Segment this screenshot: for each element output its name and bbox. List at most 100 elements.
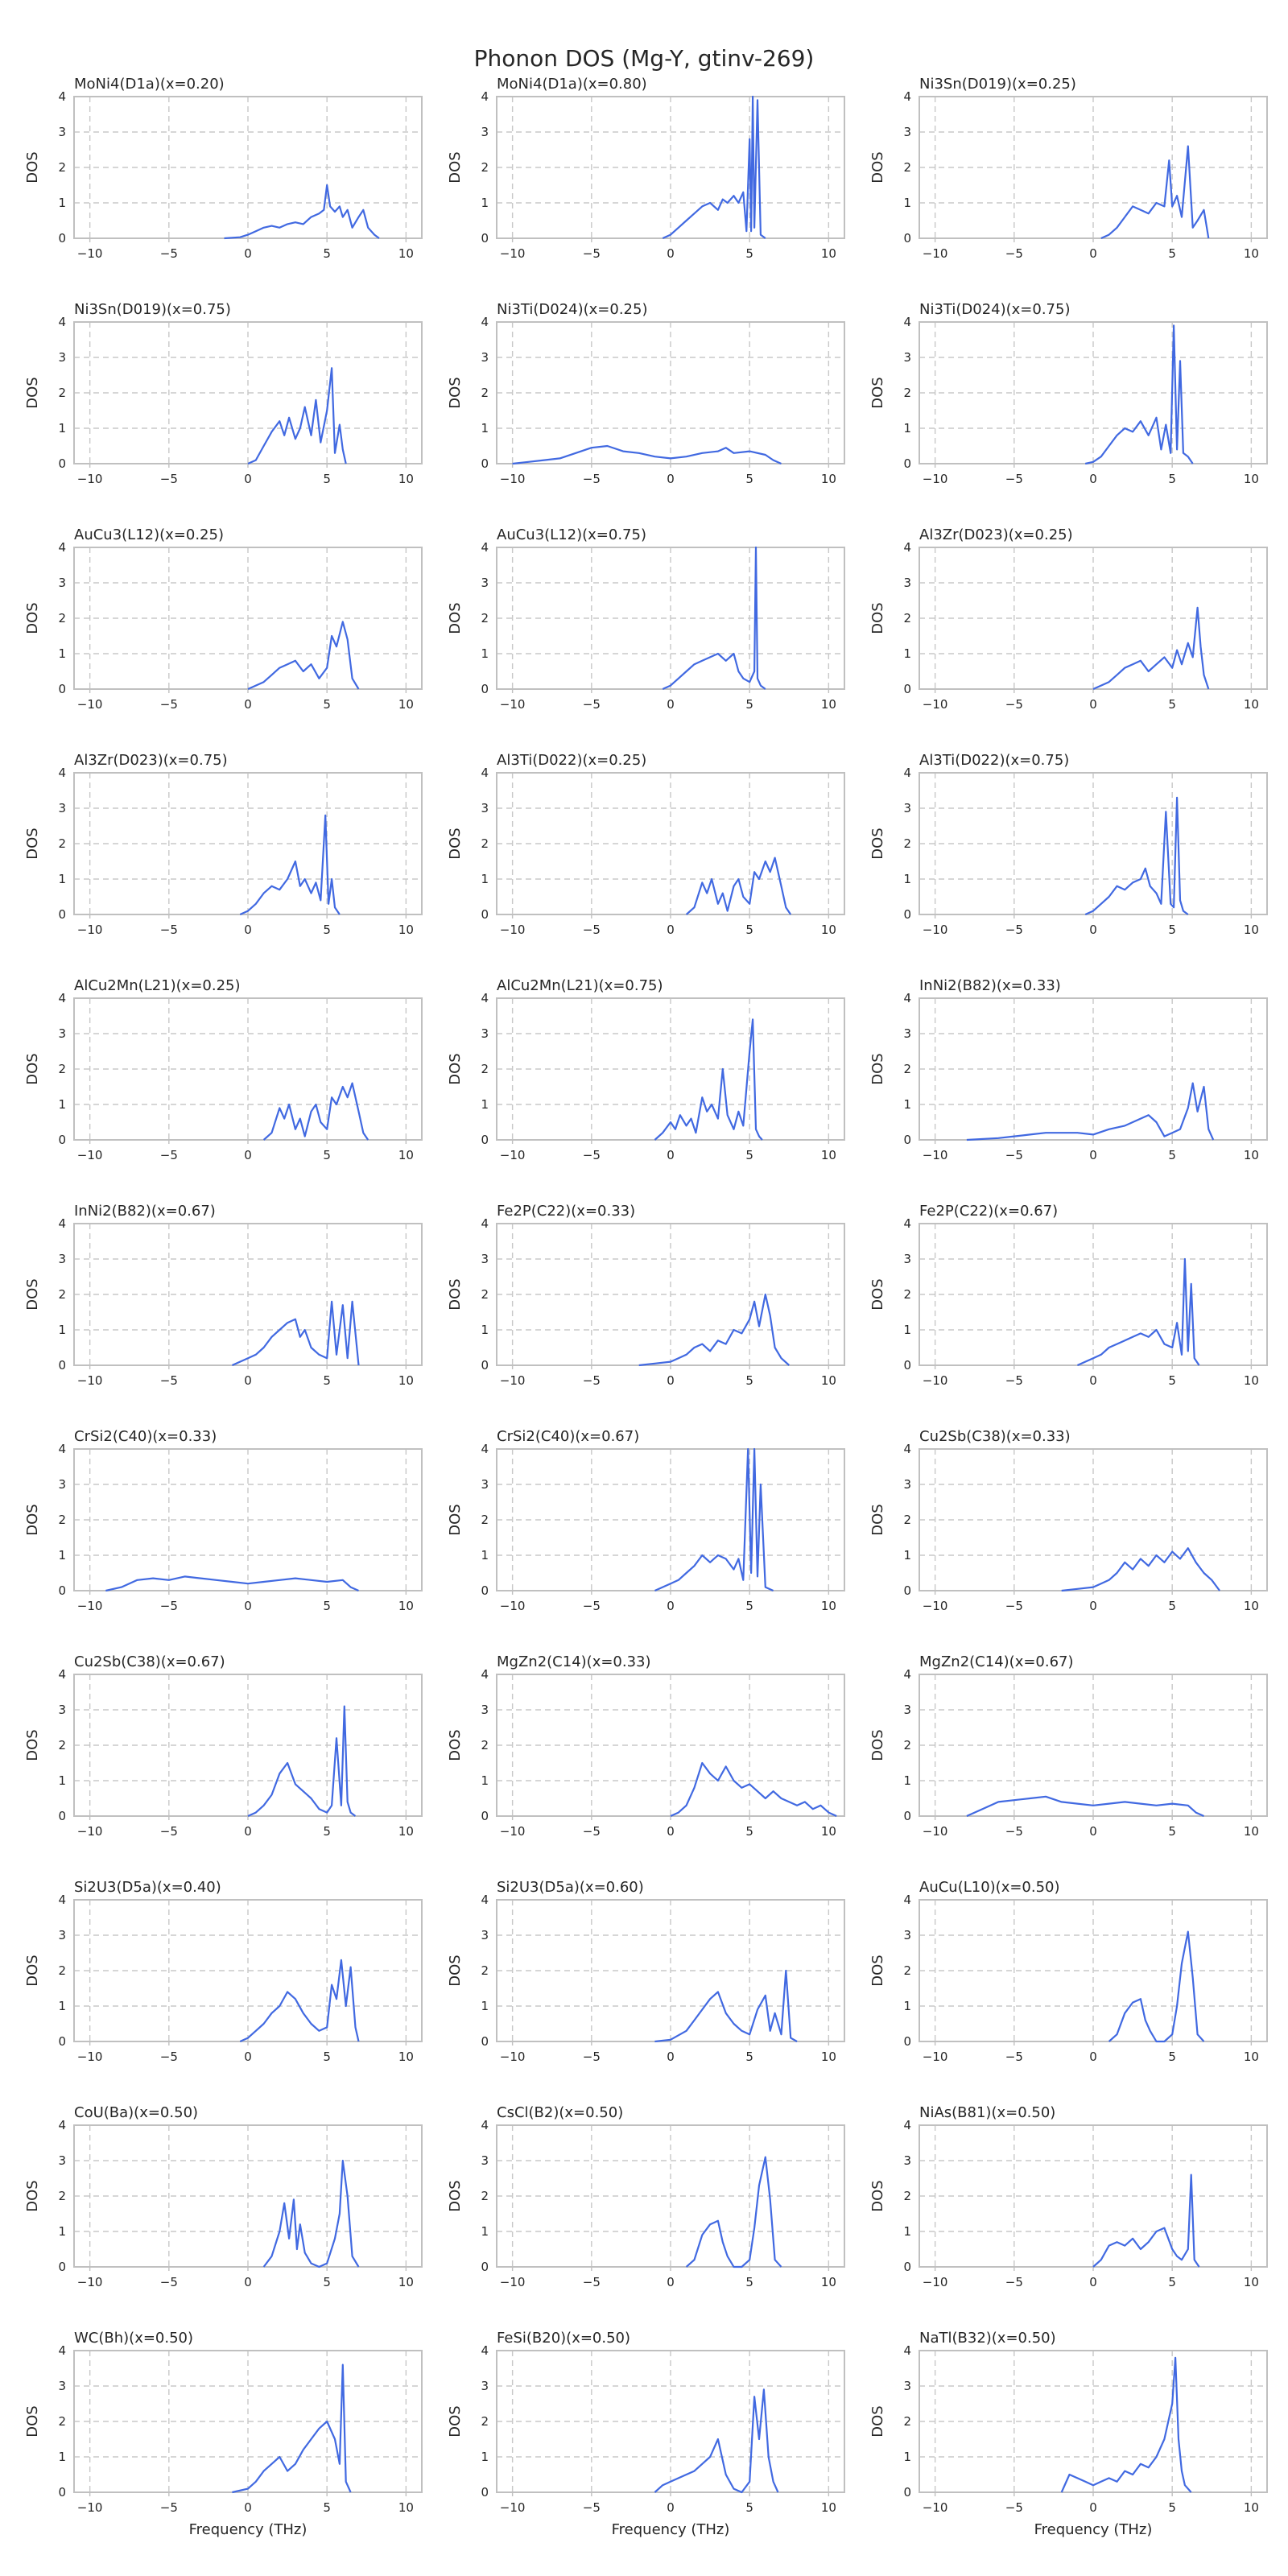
x-tick-label: −10 (500, 2050, 526, 2064)
y-tick-label: 4 (903, 1667, 911, 1682)
x-tick-label: 0 (667, 1824, 675, 1839)
x-tick-label: 5 (323, 246, 331, 261)
x-tick-label: −10 (923, 923, 948, 937)
y-tick-label: 2 (481, 2189, 489, 2203)
y-tick-label: 3 (481, 1928, 489, 1942)
x-tick-label: −10 (500, 923, 526, 937)
y-tick-label: 4 (58, 766, 66, 780)
subplot-title: AuCu(L10)(x=0.50) (919, 1879, 1060, 1896)
y-tick-label: 2 (903, 386, 911, 400)
y-tick-label: 2 (481, 1963, 489, 1978)
subplot: −10 −5 0 5 10 0 1 2 3 4 NiAs(B81)(x=0.50) DOS (869, 2104, 1268, 2289)
x-tick-label: 10 (1244, 1824, 1259, 1839)
x-tick-label: −10 (77, 246, 103, 261)
y-tick-label: 1 (903, 1323, 911, 1337)
x-tick-label: 5 (1168, 2275, 1176, 2289)
y-axis-label: DOS (447, 2405, 464, 2437)
y-tick-label: 0 (903, 2260, 911, 2274)
x-tick-label: −5 (160, 923, 178, 937)
y-tick-label: 0 (58, 682, 66, 696)
y-tick-label: 1 (481, 196, 489, 210)
y-tick-label: 0 (903, 1583, 911, 1598)
y-tick-label: 3 (481, 576, 489, 590)
x-tick-label: −5 (160, 1824, 178, 1839)
x-tick-label: 10 (398, 246, 414, 261)
subplot: −10 −5 0 5 10 0 1 2 3 4 AlCu2Mn(L21)(x=0.75) DOS (447, 977, 845, 1162)
x-tick-label: −5 (1005, 1599, 1023, 1613)
y-tick-label: 1 (903, 196, 911, 210)
y-tick-label: 4 (481, 315, 489, 329)
y-tick-label: 2 (58, 1513, 66, 1527)
y-tick-label: 1 (903, 646, 911, 661)
y-tick-label: 1 (481, 1548, 489, 1563)
x-tick-label: −5 (160, 1599, 178, 1613)
x-tick-label: 10 (1244, 2500, 1259, 2515)
subplot-title: Cu2Sb(C38)(x=0.33) (919, 1428, 1071, 1445)
y-tick-label: 3 (903, 125, 911, 139)
y-axis-label: DOS (869, 151, 886, 183)
subplot-title: AlCu2Mn(L21)(x=0.75) (497, 977, 663, 994)
y-tick-label: 0 (903, 907, 911, 922)
dos-series-line (662, 95, 766, 240)
x-tick-label: 10 (821, 2050, 836, 2064)
y-axis-label: DOS (869, 1729, 886, 1761)
y-tick-label: 0 (903, 1358, 911, 1373)
subplot: −10 −5 0 5 10 0 1 2 3 4 Fe2P(C22)(x=0.67) DOS (869, 1203, 1268, 1388)
x-tick-label: −5 (160, 2050, 178, 2064)
x-tick-label: 5 (1168, 2050, 1176, 2064)
x-tick-label: −5 (583, 2500, 601, 2515)
x-tick-label: 5 (323, 923, 331, 937)
x-tick-label: 10 (821, 1824, 836, 1839)
y-axis-label: DOS (24, 2180, 41, 2211)
subplot: −10 −5 0 5 10 0 1 2 3 4 Ni3Sn(D019)(x=0.75) DOS (24, 301, 423, 486)
y-tick-label: 1 (481, 2450, 489, 2464)
subplot-title: Al3Zr(D023)(x=0.25) (919, 526, 1073, 543)
y-tick-label: 0 (481, 456, 489, 471)
y-tick-label: 2 (481, 836, 489, 851)
x-tick-label: 5 (745, 697, 753, 712)
y-tick-label: 3 (903, 1252, 911, 1266)
y-tick-label: 4 (903, 2343, 911, 2358)
x-tick-label: −10 (77, 923, 103, 937)
x-tick-label: −10 (923, 2275, 948, 2289)
subplot: −10 −5 0 5 10 0 1 2 3 4 InNi2(B82)(x=0.67) DOS (24, 1203, 423, 1388)
subplot-title: CsCl(B2)(x=0.50) (497, 2104, 623, 2121)
x-tick-label: 10 (1244, 697, 1259, 712)
x-tick-label: 10 (821, 246, 836, 261)
y-axis-label: DOS (24, 828, 41, 859)
y-axis-label: DOS (447, 1278, 464, 1310)
y-tick-label: 1 (903, 1548, 911, 1563)
x-tick-label: 10 (821, 1373, 836, 1388)
y-tick-label: 4 (481, 89, 489, 104)
y-tick-label: 2 (903, 2414, 911, 2429)
x-tick-label: 0 (1089, 697, 1097, 712)
x-tick-label: 5 (745, 2275, 753, 2289)
x-tick-label: −10 (77, 697, 103, 712)
subplot-title: FeSi(B20)(x=0.50) (497, 2330, 630, 2347)
y-tick-label: 0 (58, 2260, 66, 2274)
y-tick-label: 0 (903, 1133, 911, 1147)
x-tick-label: −5 (160, 246, 178, 261)
subplot-title: InNi2(B82)(x=0.67) (74, 1203, 216, 1220)
y-tick-label: 1 (58, 2450, 66, 2464)
y-tick-label: 4 (903, 1216, 911, 1231)
dos-series-line (662, 546, 766, 691)
x-tick-label: −10 (500, 472, 526, 486)
x-tick-label: −5 (583, 1148, 601, 1162)
y-tick-label: 0 (58, 231, 66, 246)
subplot-title: Al3Ti(D022)(x=0.25) (497, 752, 646, 769)
dos-series-line (224, 184, 380, 240)
subplot-title: CrSi2(C40)(x=0.67) (497, 1428, 639, 1445)
subplot: −10 −5 0 5 10 0 1 2 3 4 Al3Zr(D023)(x=0.25) DOS (869, 526, 1268, 712)
y-tick-label: 1 (481, 1773, 489, 1788)
x-tick-label: 5 (745, 2050, 753, 2064)
y-axis-label: DOS (447, 1053, 464, 1084)
y-tick-label: 3 (903, 801, 911, 815)
y-axis-label: DOS (24, 151, 41, 183)
x-tick-label: 5 (323, 2050, 331, 2064)
y-tick-label: 3 (58, 1477, 66, 1492)
y-axis-label: DOS (447, 828, 464, 859)
y-tick-label: 2 (903, 1062, 911, 1076)
x-tick-label: 5 (323, 1824, 331, 1839)
x-tick-label: 0 (244, 2275, 252, 2289)
